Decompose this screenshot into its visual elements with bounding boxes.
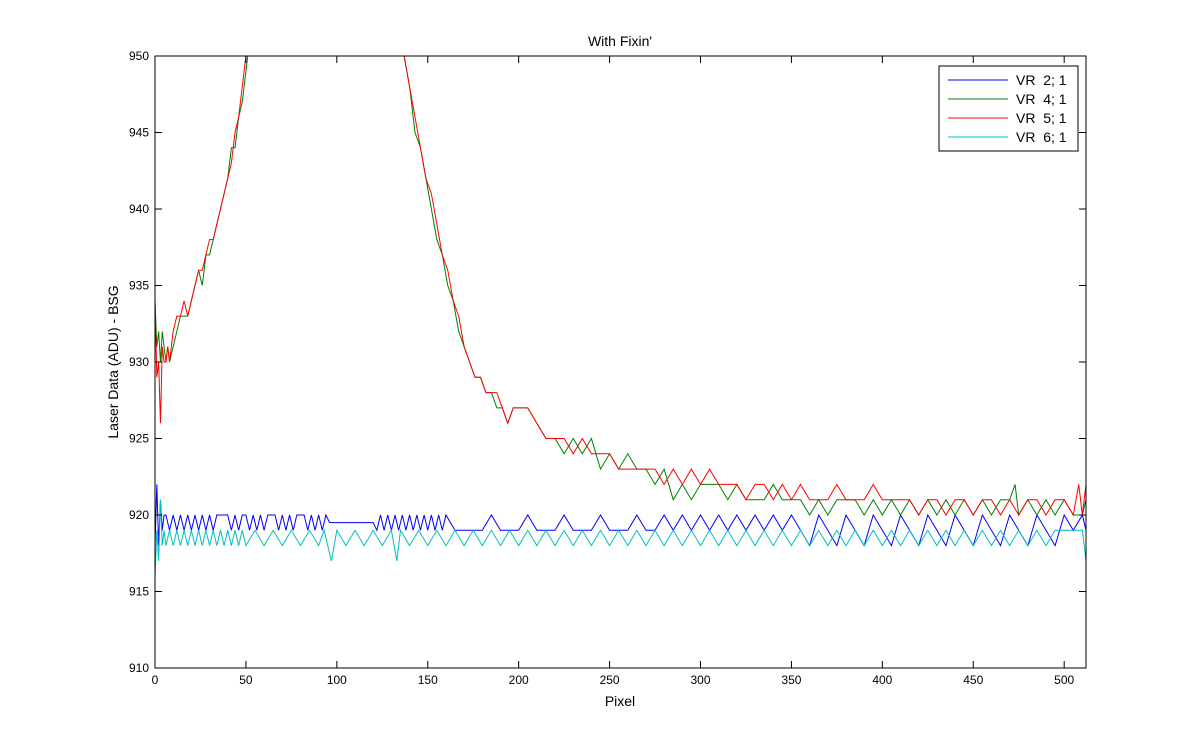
x-tick-label: 300 bbox=[690, 673, 710, 687]
y-tick-label: 950 bbox=[129, 49, 149, 63]
y-axis-title: Laser Data (ADU) - BSG bbox=[105, 285, 121, 438]
y-tick-label: 930 bbox=[129, 355, 149, 369]
x-tick-label: 500 bbox=[1054, 673, 1074, 687]
legend: VR 2; 1 VR 4; 1 VR 5; 1 VR 6; 1 bbox=[938, 65, 1079, 152]
y-tick-label: 915 bbox=[129, 585, 149, 599]
plot-area bbox=[155, 56, 1086, 668]
x-tick-label: 50 bbox=[239, 673, 253, 687]
legend-label-4: VR 6; 1 bbox=[1016, 129, 1067, 145]
y-tick-label: 935 bbox=[129, 279, 149, 293]
series-layer bbox=[155, 56, 1086, 577]
x-axis-title: Pixel bbox=[605, 693, 635, 709]
y-tick-label: 910 bbox=[129, 661, 149, 675]
legend-label-1: VR 2; 1 bbox=[1016, 72, 1067, 88]
y-tick-label: 920 bbox=[129, 508, 149, 522]
x-tick-label: 400 bbox=[872, 673, 892, 687]
series-line-3 bbox=[155, 56, 1086, 517]
legend-label-2: VR 4; 1 bbox=[1016, 91, 1067, 107]
x-tick-label: 150 bbox=[418, 673, 438, 687]
series-line-1 bbox=[155, 484, 1086, 547]
y-tick-label: 925 bbox=[129, 432, 149, 446]
x-tick-label: 250 bbox=[600, 673, 620, 687]
x-tick-label: 200 bbox=[509, 673, 529, 687]
chart-title: With Fixin' bbox=[588, 33, 652, 49]
ticks-layer: 0 50 100 150 200 250 300 350 400 450 500 910 915 920 9… bbox=[129, 49, 1086, 687]
series-line-4 bbox=[155, 499, 1086, 577]
y-tick-label: 945 bbox=[129, 126, 149, 140]
x-tick-label: 350 bbox=[781, 673, 801, 687]
y-tick-label: 940 bbox=[129, 202, 149, 216]
legend-entries: VR 2; 1 VR 4; 1 VR 5; 1 VR 6; 1 bbox=[948, 72, 1067, 145]
x-tick-label: 100 bbox=[327, 673, 347, 687]
x-tick-label: 0 bbox=[152, 673, 159, 687]
x-tick-label: 450 bbox=[963, 673, 983, 687]
legend-label-3: VR 5; 1 bbox=[1016, 110, 1067, 126]
